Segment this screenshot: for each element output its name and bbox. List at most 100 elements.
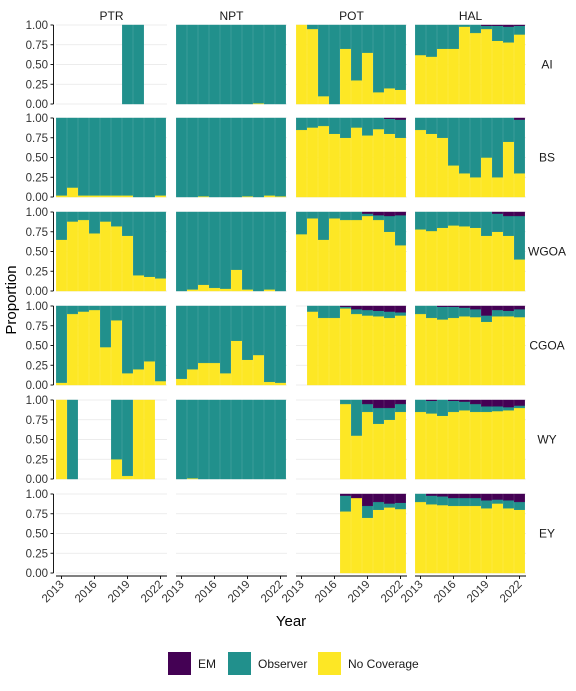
bar-no-coverage — [307, 29, 317, 104]
bar-no-coverage — [395, 245, 405, 291]
bar-observer — [220, 118, 230, 197]
bar-em — [481, 400, 491, 406]
bar-no-coverage — [395, 509, 405, 573]
bar-observer — [209, 118, 219, 197]
bar-observer — [122, 400, 132, 476]
bar-no-coverage — [415, 130, 425, 197]
bar-observer — [231, 400, 241, 479]
bar-no-coverage — [220, 373, 230, 385]
bar-observer — [470, 25, 480, 33]
y-tick-label: 0.50 — [26, 529, 48, 541]
bar-observer — [415, 400, 425, 412]
bar-no-coverage — [351, 127, 361, 197]
bar-em — [384, 118, 394, 119]
bar-em — [384, 212, 394, 216]
bar-observer — [329, 118, 339, 134]
bar-observer — [395, 120, 405, 138]
bar-observer — [78, 306, 88, 312]
bar-no-coverage — [318, 126, 328, 197]
bar-observer — [415, 306, 425, 314]
bar-observer — [187, 400, 197, 478]
bar-no-coverage — [296, 130, 306, 197]
y-tick-label: 0.75 — [26, 227, 48, 239]
bar-observer — [253, 306, 263, 355]
bar-observer — [89, 118, 99, 195]
panel-wy-ptr — [56, 400, 167, 479]
bar-observer — [187, 25, 197, 104]
x-tick-label: 2022 — [139, 579, 166, 606]
legend-swatch — [318, 652, 341, 675]
bar-no-coverage — [296, 25, 306, 104]
panel-cgoa-npt — [176, 306, 287, 385]
facet-row-label-cgoa: CGOA — [529, 339, 564, 353]
bar-no-coverage — [492, 232, 502, 291]
y-tick-label: 0.25 — [26, 79, 48, 91]
bar-em — [470, 494, 480, 498]
bar-observer — [415, 494, 425, 502]
bar-observer — [307, 118, 317, 127]
bar-observer — [111, 212, 121, 226]
x-tick-label: 2016 — [313, 579, 340, 606]
bar-no-coverage — [275, 383, 285, 385]
facet-col-label-npt: NPT — [220, 9, 245, 23]
x-tick-label: 2022 — [259, 579, 286, 606]
bar-observer — [264, 25, 274, 104]
bar-em — [503, 494, 513, 500]
bar-observer — [448, 212, 458, 225]
bar-no-coverage — [155, 278, 165, 291]
bar-observer — [56, 118, 66, 195]
bar-em — [448, 494, 458, 498]
bar-no-coverage — [384, 420, 394, 479]
bar-observer — [384, 408, 394, 420]
bar-no-coverage — [470, 412, 480, 479]
bar-no-coverage — [144, 400, 154, 479]
bar-observer — [198, 306, 208, 363]
bar-no-coverage — [264, 289, 274, 291]
bar-em — [503, 400, 513, 407]
bar-observer — [89, 306, 99, 310]
bar-observer — [373, 215, 383, 220]
bar-observer — [220, 212, 230, 289]
bar-no-coverage — [209, 288, 219, 291]
bar-no-coverage — [492, 316, 502, 385]
legend-label: Observer — [258, 657, 307, 671]
bar-observer — [395, 215, 405, 245]
bar-no-coverage — [67, 314, 77, 385]
y-tick-label: 1.00 — [26, 207, 48, 219]
bar-no-coverage — [100, 195, 110, 197]
bar-observer — [56, 212, 66, 240]
bar-no-coverage — [448, 165, 458, 197]
bar-observer — [296, 212, 306, 234]
bar-no-coverage — [209, 363, 219, 385]
bar-observer — [307, 212, 317, 218]
bar-observer — [209, 212, 219, 288]
bar-observer — [122, 212, 132, 236]
bar-em — [503, 25, 513, 27]
bar-no-coverage — [362, 135, 372, 197]
bar-no-coverage — [78, 195, 88, 197]
panel-wgoa-hal — [415, 212, 526, 291]
bar-no-coverage — [514, 510, 524, 573]
bar-em — [503, 306, 513, 311]
bar-no-coverage — [395, 90, 405, 104]
panel-ey-hal — [415, 494, 526, 573]
bar-observer — [481, 26, 491, 29]
bar-no-coverage — [144, 277, 154, 291]
y-tick-label: 0.50 — [26, 60, 48, 72]
bar-no-coverage — [448, 49, 458, 104]
bar-observer — [155, 212, 165, 278]
bar-no-coverage — [470, 317, 480, 385]
bar-observer — [56, 306, 66, 383]
bar-observer — [253, 400, 263, 479]
bar-observer — [242, 25, 252, 104]
bar-observer — [340, 496, 350, 512]
bar-no-coverage — [187, 289, 197, 291]
bar-no-coverage — [351, 80, 361, 104]
bar-no-coverage — [514, 408, 524, 479]
bar-observer — [176, 400, 186, 479]
bar-observer — [78, 118, 88, 195]
y-tick-label: 0.75 — [26, 133, 48, 145]
bar-observer — [155, 118, 165, 195]
panel-bs-hal — [415, 118, 526, 197]
x-tick-label: 2013 — [399, 579, 426, 606]
